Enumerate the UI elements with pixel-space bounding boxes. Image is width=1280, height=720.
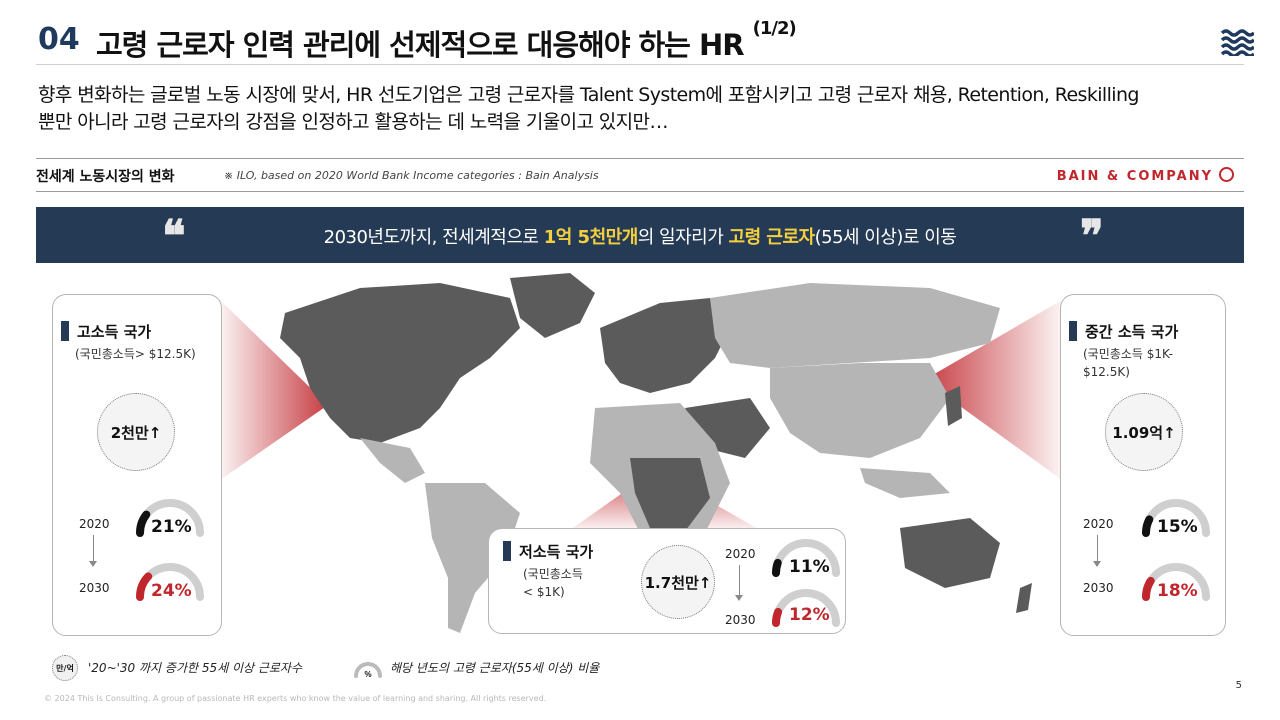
- low-income-criteria-line1: (국민총소득: [523, 567, 583, 581]
- section-number: 04: [38, 22, 80, 57]
- low-income-gauge-2030: [772, 589, 840, 627]
- arrow-down-icon: [89, 535, 97, 567]
- southeast-asia-shape: [860, 468, 950, 498]
- australia-shape: [900, 518, 1000, 588]
- asia-shape: [770, 363, 950, 458]
- banner-highlight-older-workers: 고령 근로자: [728, 227, 816, 248]
- intro-line-2: 뿐만 아니라 고령 근로자의 강점을 인정하고 활용하는 데 노력을 기울이고 …: [38, 111, 668, 133]
- low-income-pct-2030: 12%: [789, 605, 830, 625]
- middle-income-year-from: 2020: [1083, 517, 1114, 531]
- wave-logo-icon: [1220, 29, 1254, 56]
- header-divider: [36, 64, 1244, 65]
- low-income-criteria: (국민총소득 < $1K): [523, 565, 583, 601]
- middle-income-title: 중간 소득 국가: [1069, 321, 1178, 342]
- low-income-card: 저소득 국가 (국민총소득 < $1K) 1.7천만↑ 2020 2030 11%…: [488, 528, 846, 634]
- brand-circle-icon: [1219, 167, 1234, 182]
- north-america-shape: [280, 283, 520, 443]
- legend-gauge-text: 해당 년도의 고령 근로자(55세 이상) 비율: [390, 661, 600, 675]
- middle-income-pct-2030: 18%: [1157, 581, 1198, 601]
- high-income-year-to: 2030: [79, 581, 110, 595]
- legend-gauge-icon: %: [354, 662, 382, 679]
- high-income-wedge: [220, 300, 328, 480]
- low-income-year-from: 2020: [725, 547, 756, 561]
- high-income-pct-2030: 24%: [151, 581, 192, 601]
- middle-income-increase: 1.09억↑: [1105, 393, 1183, 471]
- page-title: 고령 근로자 인력 관리에 선제적으로 대응해야 하는 HR (1/2): [96, 18, 797, 64]
- low-income-year-to: 2030: [725, 613, 756, 627]
- high-income-criteria: (국민총소득> $12.5K): [75, 347, 196, 361]
- high-income-year-from: 2020: [79, 517, 110, 531]
- low-income-title-text: 저소득 국가: [519, 543, 594, 561]
- middle-income-year-to: 2030: [1083, 581, 1114, 595]
- middle-income-title-text: 중간 소득 국가: [1085, 323, 1179, 341]
- page-number: 5: [1235, 680, 1242, 691]
- south-america-shape: [425, 483, 520, 633]
- title-marker: [61, 321, 69, 341]
- low-income-increase: 1.7천만↑: [641, 545, 715, 619]
- middle-income-card: 중간 소득 국가 (국민총소득 $1K- $12.5K) 1.09억↑ 2020 …: [1060, 294, 1226, 636]
- brand-logo: BAIN & COMPANY: [1057, 167, 1234, 184]
- banner-text-part2: 의 일자리가: [637, 227, 729, 248]
- banner-text-part3: (55세 이상)로 이동: [814, 227, 957, 248]
- intro-line-1: 향후 변화하는 글로벌 노동 시장에 맞서, HR 선도기업은 고령 근로자를 …: [38, 84, 1139, 106]
- intro-text: 향후 변화하는 글로벌 노동 시장에 맞서, HR 선도기업은 고령 근로자를 …: [38, 82, 1248, 136]
- page-title-text: 고령 근로자 인력 관리에 선제적으로 대응해야 하는 HR: [96, 28, 745, 62]
- high-income-increase: 2천만↑: [97, 393, 175, 471]
- title-marker: [1069, 321, 1077, 341]
- high-income-pct-2020: 21%: [151, 517, 192, 537]
- arrow-down-icon: [735, 565, 743, 601]
- high-income-gauge-2020: [136, 499, 204, 537]
- middle-income-gauge-2030: [1142, 563, 1210, 601]
- high-income-card: 고소득 국가 (국민총소득> $12.5K) 2천만↑ 2020 2030 21…: [52, 294, 222, 636]
- section-title: 전세계 노동시장의 변화: [36, 169, 175, 185]
- brand-name: BAIN & COMPANY: [1056, 169, 1213, 184]
- open-quote-icon: ❝: [162, 211, 186, 262]
- high-income-title: 고소득 국가: [61, 321, 151, 342]
- japan-shape: [945, 386, 962, 426]
- middle-income-criteria-line1: (국민총소득 $1K-: [1083, 347, 1173, 361]
- arrow-down-icon: [1093, 535, 1101, 567]
- russia-shape: [710, 283, 1000, 368]
- low-income-title: 저소득 국가: [503, 541, 593, 562]
- middle-income-wedge: [924, 300, 1062, 480]
- section-bar: 전세계 노동시장의 변화 ※ ILO, based on 2020 World …: [36, 158, 1244, 192]
- low-income-pct-2020: 11%: [789, 557, 830, 577]
- central-america-shape: [360, 438, 425, 483]
- footer-copyright: © 2024 This Is Consulting. A group of pa…: [44, 694, 547, 703]
- high-income-title-text: 고소득 국가: [77, 323, 152, 341]
- title-marker: [503, 541, 511, 561]
- legend-circle-text: '20~'30 까지 증가한 55세 이상 근로자수: [88, 661, 303, 675]
- legend-circle-icon: 만/억: [52, 655, 78, 681]
- section-source: ※ ILO, based on 2020 World Bank Income c…: [224, 169, 599, 182]
- world-map: [280, 273, 1032, 633]
- high-income-gauge-2030: [136, 563, 204, 601]
- africa-low-income-region: [630, 458, 710, 538]
- page-title-suffix: (1/2): [752, 18, 797, 39]
- middle-income-criteria-line2: $12.5K): [1083, 365, 1130, 379]
- legend-gauge-label: %: [364, 670, 371, 679]
- banner-text-part1: 2030년도까지, 전세계적으로: [323, 227, 544, 248]
- key-message-banner: ❝ 2030년도까지, 전세계적으로 1억 5천만개의 일자리가 고령 근로자(…: [36, 207, 1244, 263]
- new-zealand-shape: [1016, 583, 1032, 613]
- greenland-shape: [510, 273, 595, 338]
- banner-highlight-jobs: 1억 5천만개: [543, 227, 639, 248]
- low-income-criteria-line2: < $1K): [523, 585, 565, 599]
- middle-income-gauge-2020: [1142, 499, 1210, 537]
- europe-shape: [600, 298, 730, 393]
- low-income-gauge-2020: [772, 539, 840, 577]
- middle-income-pct-2020: 15%: [1157, 517, 1198, 537]
- close-quote-icon: ❞: [1080, 211, 1104, 262]
- key-message-text: 2030년도까지, 전세계적으로 1억 5천만개의 일자리가 고령 근로자(55…: [36, 223, 1244, 249]
- middle-income-criteria: (국민총소득 $1K- $12.5K): [1083, 345, 1173, 381]
